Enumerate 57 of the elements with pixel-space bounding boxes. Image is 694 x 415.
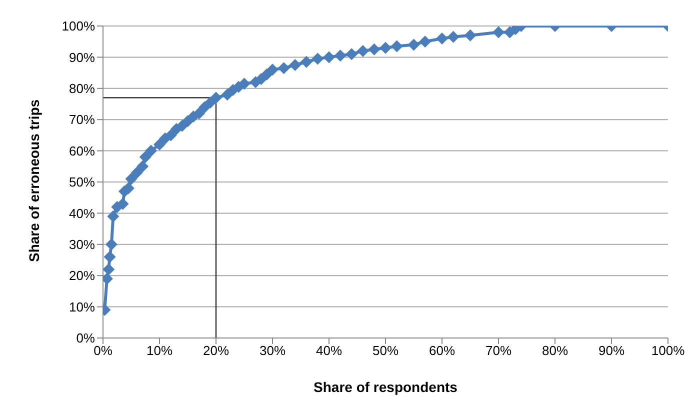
- point: [107, 210, 120, 222]
- y-tick-label: 80%: [68, 81, 96, 96]
- point: [154, 138, 166, 151]
- point: [125, 172, 138, 185]
- y-tick-label: 90%: [68, 50, 96, 65]
- x-tick-label: 80%: [542, 343, 568, 358]
- point: [164, 129, 177, 142]
- point: [116, 198, 129, 210]
- point: [289, 59, 302, 71]
- x-tick-label: 10%: [146, 343, 173, 358]
- y-tick-label: 0%: [76, 330, 96, 346]
- point: [278, 62, 290, 74]
- x-tick-label: 30%: [259, 343, 286, 358]
- y-tick-label: 40%: [68, 206, 96, 221]
- x-tick-label: 40%: [316, 343, 342, 358]
- x-tick-label: 100%: [651, 343, 686, 358]
- point: [210, 92, 222, 104]
- y-axis-title: Share of erroneous trips: [26, 99, 42, 262]
- point: [145, 144, 158, 157]
- y-tick-label: 100%: [62, 18, 96, 34]
- point: [368, 43, 380, 56]
- point: [300, 56, 312, 68]
- point: [346, 48, 358, 60]
- point: [312, 52, 324, 65]
- point: [105, 238, 118, 250]
- y-tick-label: 30%: [68, 237, 96, 252]
- y-tick-label: 60%: [68, 143, 96, 158]
- point: [130, 166, 143, 179]
- point: [492, 26, 504, 38]
- point: [447, 30, 460, 43]
- point: [103, 263, 115, 276]
- x-axis-title: Share of respondents: [314, 379, 458, 395]
- point: [136, 160, 149, 172]
- y-tick-label: 50%: [68, 174, 96, 190]
- point: [408, 38, 420, 51]
- y-tick-label: 10%: [68, 299, 96, 314]
- x-tick-label: 60%: [428, 343, 456, 358]
- point: [193, 107, 206, 120]
- x-tick-label: 90%: [598, 343, 625, 358]
- point: [238, 78, 250, 90]
- point: [356, 44, 369, 57]
- x-tick-label: 20%: [202, 343, 230, 358]
- point: [323, 51, 335, 64]
- point: [104, 250, 116, 263]
- point: [419, 36, 432, 48]
- point: [380, 42, 392, 54]
- point: [139, 151, 152, 164]
- point: [266, 64, 278, 76]
- x-tick-label: 0%: [94, 343, 113, 358]
- x-tick-label: 70%: [485, 343, 512, 358]
- point: [436, 32, 448, 44]
- point: [390, 40, 403, 52]
- point: [464, 29, 476, 42]
- y-tick-label: 20%: [68, 268, 96, 284]
- x-tick-label: 50%: [372, 343, 399, 358]
- y-tick-label: 70%: [68, 112, 96, 128]
- point: [334, 50, 346, 62]
